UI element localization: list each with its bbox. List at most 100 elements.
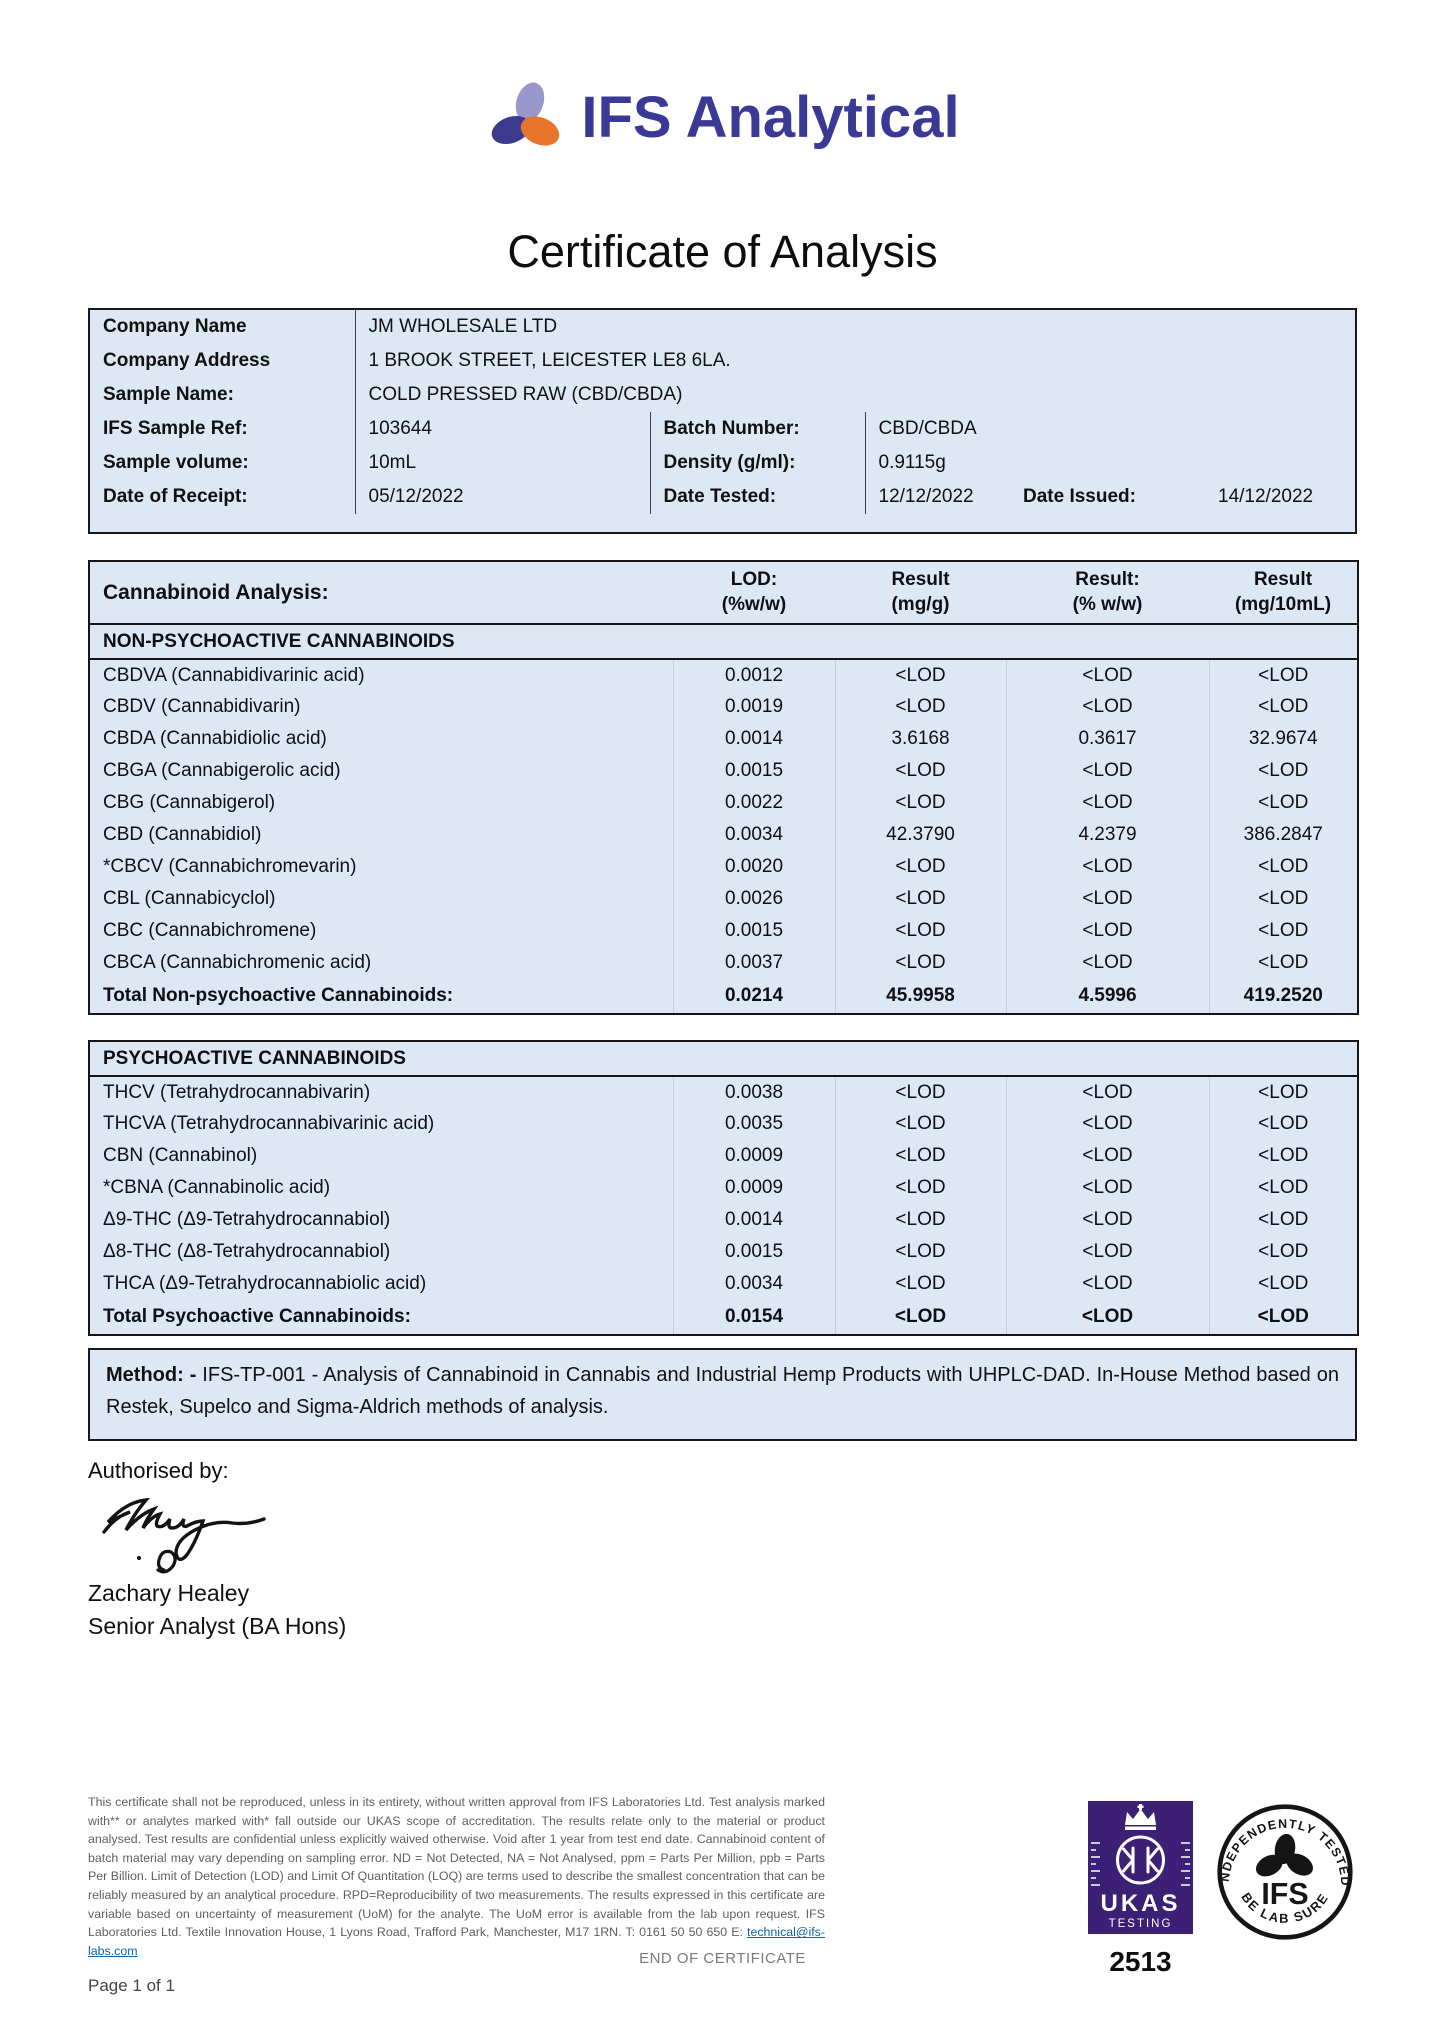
- badge-center-text: IFS: [1261, 1878, 1308, 1911]
- analyte-result-pct: 4.2379: [1005, 819, 1209, 852]
- info-value: 10mL: [355, 446, 651, 480]
- info-label: Sample volume:: [90, 446, 356, 480]
- total-mg-10ml: 419.2520: [1208, 979, 1358, 1015]
- info-value: 12/12/2022: [878, 486, 974, 507]
- col-header-line: LOD:: [730, 569, 778, 590]
- info-label: Company Name: [90, 310, 356, 344]
- footer: This certificate shall not be reproduced…: [88, 1793, 1357, 2033]
- method-description: IFS-TP-001 - Analysis of Cannabinoid in …: [106, 1364, 1339, 1418]
- analyte-name: CBG (Cannabigerol): [103, 792, 276, 814]
- analyte-result-pct: <LOD: [1005, 915, 1209, 948]
- info-value: 0.9115g: [878, 452, 946, 473]
- col-header-line: Result:: [1075, 569, 1140, 590]
- signatory-name: Zachary Healey: [88, 1580, 250, 1606]
- analyte-result-mg-g: <LOD: [834, 659, 1006, 692]
- total-mg-10ml: <LOD: [1208, 1300, 1359, 1335]
- col-header-line: (mg/g): [891, 593, 950, 615]
- analyte-result-mg-10ml: <LOD: [1208, 1268, 1359, 1300]
- col-header-mg-g: Result (mg/g): [835, 561, 1006, 626]
- analyte-name: CBGA (Cannabigerolic acid): [103, 760, 341, 782]
- total-row: Total Psychoactive Cannabinoids: 0.0154 …: [89, 1300, 1359, 1335]
- analyte-name: CBD (Cannabidiol): [103, 824, 262, 846]
- ifs-lab-sure-badge-icon: INDEPENDENTLY TESTED BE LAB SURE IFS: [1216, 1803, 1353, 1940]
- total-row: Total Non-psychoactive Cannabinoids: 0.0…: [89, 979, 1358, 1015]
- analyte-name: CBDV (Cannabidivarin): [103, 696, 301, 718]
- analyte-result-mg-g: 42.3790: [834, 819, 1006, 852]
- analyte-result-mg-g: <LOD: [834, 851, 1006, 884]
- page-title: Certificate of Analysis: [507, 226, 938, 277]
- analyte-result-mg-10ml: <LOD: [1208, 1204, 1359, 1236]
- analyte-lod: 0.0015: [672, 1236, 835, 1268]
- analyte-name: CBC (Cannabichromene): [103, 920, 317, 942]
- analyte-result-mg-10ml: <LOD: [1208, 1076, 1359, 1108]
- col-header-mg-10ml: Result (mg/10mL): [1209, 561, 1358, 626]
- total-label: Total Non-psychoactive Cannabinoids:: [103, 985, 454, 1007]
- ukas-sublabel: TESTING: [1109, 1918, 1173, 1930]
- analyte-result-mg-g: <LOD: [834, 915, 1006, 948]
- analyte-row: CBDVA (Cannabidivarinic acid) 0.0012 <LO…: [89, 659, 1358, 692]
- info-value: 103644: [355, 412, 651, 446]
- page-number: Page 1 of 1: [88, 1976, 175, 1995]
- analyte-result-mg-g: <LOD: [834, 1108, 1006, 1140]
- analyte-result-pct: <LOD: [1005, 1204, 1209, 1236]
- col-header-line: Result: [1253, 569, 1313, 590]
- analyte-row: CBN (Cannabinol) 0.0009 <LOD <LOD <LOD: [89, 1140, 1359, 1172]
- analyte-lod: 0.0038: [672, 1076, 835, 1108]
- analyte-row: CBG (Cannabigerol) 0.0022 <LOD <LOD <LOD: [89, 787, 1358, 820]
- total-lod: 0.0214: [672, 979, 835, 1015]
- analyte-result-mg-10ml: <LOD: [1208, 691, 1358, 724]
- ifs-trefoil-logo-icon: [492, 82, 560, 146]
- analyte-name: Δ9-THC (Δ9-Tetrahydrocannabiol): [103, 1209, 391, 1230]
- info-value: COLD PRESSED RAW (CBD/CBDA): [368, 384, 683, 405]
- analyte-result-pct: <LOD: [1005, 691, 1209, 724]
- ukas-logo-icon: UKAS TESTING: [1088, 1801, 1193, 1934]
- info-value: JM WHOLESALE LTD: [368, 316, 558, 337]
- total-mg-g: <LOD: [834, 1300, 1006, 1335]
- analyte-row: THCV (Tetrahydrocannabivarin) 0.0038 <LO…: [89, 1076, 1359, 1108]
- analyte-result-pct: <LOD: [1005, 659, 1209, 692]
- analyte-name: CBCA (Cannabichromenic acid): [103, 952, 372, 974]
- analyte-row: *CBNA (Cannabinolic acid) 0.0009 <LOD <L…: [89, 1172, 1359, 1204]
- analyte-result-pct: <LOD: [1005, 1172, 1209, 1204]
- analyte-lod: 0.0035: [672, 1108, 835, 1140]
- analyte-lod: 0.0037: [672, 947, 835, 980]
- analysis-header-row: Cannabinoid Analysis: LOD: (%w/w) Result (…: [89, 561, 1358, 626]
- analyte-row: Δ8-THC (Δ8-Tetrahydrocannabiol) 0.0015 <…: [89, 1236, 1359, 1268]
- ukas-accreditation-number: 2513: [1109, 1946, 1172, 1977]
- analyte-result-mg-10ml: <LOD: [1208, 1236, 1359, 1268]
- analyte-name: Δ8-THC (Δ8-Tetrahydrocannabiol): [103, 1241, 391, 1262]
- method-text: Method: - IFS-TP-001 - Analysis of Canna…: [106, 1359, 1339, 1423]
- info-row: Sample Name: COLD PRESSED RAW (CBD/CBDA): [90, 378, 1359, 412]
- analyte-result-pct: 0.3617: [1005, 723, 1209, 756]
- analyte-result-pct: <LOD: [1005, 1268, 1209, 1300]
- info-row: IFS Sample Ref: 103644 Batch Number: CBD…: [90, 412, 1359, 446]
- analyte-name: CBDA (Cannabidiolic acid): [103, 728, 327, 750]
- analysis-title: Cannabinoid Analysis:: [89, 561, 673, 626]
- col-header-line: (%w/w): [721, 593, 787, 615]
- section-header-row: PSYCHOACTIVE CANNABINOIDS: [89, 1041, 1359, 1077]
- info-label: Company Address: [90, 344, 356, 378]
- analyte-name: THCA (Δ9-Tetrahydrocannabiolic acid): [103, 1273, 427, 1294]
- analyte-name: *CBNA (Cannabinolic acid): [103, 1177, 331, 1198]
- analyte-result-pct: <LOD: [1005, 1236, 1209, 1268]
- analyte-result-mg-g: <LOD: [834, 1076, 1006, 1108]
- analyte-row: CBCA (Cannabichromenic acid) 0.0037 <LOD…: [89, 947, 1358, 980]
- analyte-result-mg-10ml: 32.9674: [1208, 723, 1358, 756]
- info-value: 1 BROOK STREET, LEICESTER LE8 6LA.: [368, 350, 731, 371]
- analyte-name: THCVA (Tetrahydrocannabivarinic acid): [103, 1113, 435, 1134]
- analyte-result-mg-10ml: <LOD: [1208, 1108, 1359, 1140]
- info-row: Company Address 1 BROOK STREET, LEICESTE…: [90, 344, 1359, 378]
- method-box: Method: - IFS-TP-001 - Analysis of Canna…: [88, 1348, 1357, 1441]
- disclaimer-text: This certificate shall not be reproduced…: [88, 1793, 825, 1960]
- technical-email-link[interactable]: technical@ifs-labs.com: [88, 1925, 825, 1958]
- analyte-lod: 0.0014: [672, 723, 835, 756]
- analyte-row: THCA (Δ9-Tetrahydrocannabiolic acid) 0.0…: [89, 1268, 1359, 1300]
- analyte-result-mg-10ml: <LOD: [1208, 755, 1358, 788]
- analyte-result-mg-10ml: <LOD: [1208, 659, 1358, 692]
- total-mg-g: 45.9958: [834, 979, 1006, 1015]
- analyte-name: CBDVA (Cannabidivarinic acid): [103, 664, 365, 686]
- section-header-row: NON-PSYCHOACTIVE CANNABINOIDS: [89, 624, 1358, 661]
- analyte-row: CBDA (Cannabidiolic acid) 0.0014 3.6168 …: [89, 723, 1358, 756]
- analyte-result-pct: <LOD: [1005, 1140, 1209, 1172]
- analyte-result-mg-g: <LOD: [834, 755, 1006, 788]
